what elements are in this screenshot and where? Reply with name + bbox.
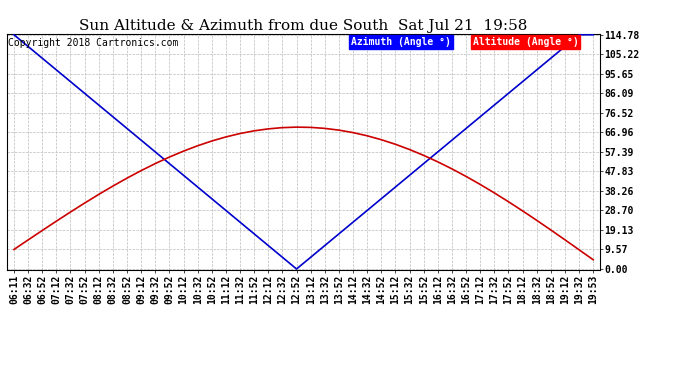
- Text: Copyright 2018 Cartronics.com: Copyright 2018 Cartronics.com: [8, 39, 179, 48]
- Text: Azimuth (Angle °): Azimuth (Angle °): [351, 37, 451, 47]
- Text: Altitude (Angle °): Altitude (Angle °): [473, 37, 578, 47]
- Title: Sun Altitude & Azimuth from due South  Sat Jul 21  19:58: Sun Altitude & Azimuth from due South Sa…: [79, 19, 528, 33]
